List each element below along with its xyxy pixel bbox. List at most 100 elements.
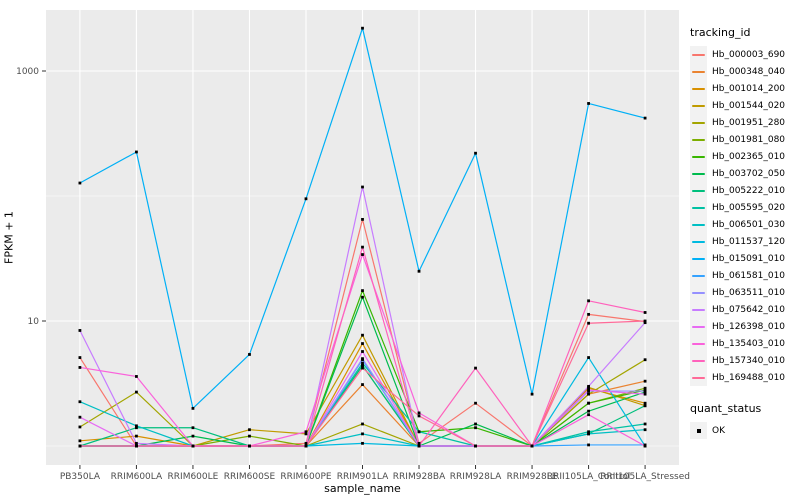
legend-item-label: Hb_061581_010	[712, 270, 786, 281]
legend-item-Hb_005222_010: Hb_005222_010	[690, 182, 798, 199]
data-point	[417, 414, 421, 418]
data-point	[78, 444, 82, 448]
data-point	[361, 350, 364, 353]
legend-line-icon	[692, 291, 705, 294]
legend-key-swatch	[690, 318, 707, 335]
legend-key-swatch	[690, 63, 707, 80]
data-point	[474, 401, 477, 405]
legend-item-label: Hb_001014_200	[712, 83, 786, 94]
legend-key-swatch	[690, 148, 707, 165]
data-point	[643, 404, 647, 408]
data-point	[135, 375, 138, 378]
legend-key-swatch	[690, 199, 707, 216]
data-point	[135, 441, 138, 445]
data-point	[643, 386, 647, 390]
legend-item-Hb_157340_010: Hb_157340_010	[690, 352, 798, 369]
legend-line-icon	[692, 121, 705, 124]
data-point	[78, 400, 82, 404]
legend-item-Hb_001981_080: Hb_001981_080	[690, 131, 798, 148]
data-point	[587, 321, 590, 325]
legend-item-Hb_001951_280: Hb_001951_280	[690, 114, 798, 131]
legend-key-swatch	[690, 114, 707, 131]
data-point	[587, 356, 590, 359]
data-point	[135, 150, 138, 154]
legend-item-Hb_075642_010: Hb_075642_010	[690, 301, 798, 318]
data-point	[191, 434, 195, 438]
legend-key-swatch	[690, 182, 707, 199]
legend-item-Hb_015091_010: Hb_015091_010	[690, 250, 798, 267]
legend-line-icon	[692, 206, 705, 209]
data-point	[417, 444, 421, 448]
data-point	[474, 366, 477, 370]
legend-item-label: Hb_005222_010	[712, 185, 786, 196]
data-point	[643, 401, 647, 405]
legend-item-label: Hb_002365_010	[712, 151, 786, 162]
data-point	[191, 426, 195, 430]
legend-item-Hb_002365_010: Hb_002365_010	[690, 148, 798, 165]
data-point	[417, 269, 421, 273]
legend-quant-block: quant_status OK	[690, 402, 798, 439]
legend-item-Hb_003702_050: Hb_003702_050	[690, 165, 798, 182]
x-tick-label: RRIM901LA	[337, 472, 389, 482]
data-point	[361, 361, 364, 365]
y-tick-label: 10	[28, 317, 40, 327]
legend-item-label: Hb_000348_040	[712, 66, 786, 77]
data-point	[361, 342, 364, 345]
legend-item-Hb_000003_690: Hb_000003_690	[690, 46, 798, 63]
legend-item-label: Hb_001951_280	[712, 117, 786, 128]
legend-key-swatch	[690, 216, 707, 233]
legend-item-label: Hb_075642_010	[712, 304, 786, 315]
data-point	[78, 329, 82, 332]
data-point	[643, 428, 647, 432]
data-point	[361, 245, 364, 249]
legend-key-swatch	[690, 165, 707, 182]
quant-ok-key-swatch	[690, 422, 707, 439]
data-point	[304, 444, 308, 448]
legend: tracking_id Hb_000003_690 Hb_000348_040 Hb…	[690, 26, 798, 439]
legend-line-icon	[692, 53, 705, 56]
data-point	[530, 392, 534, 396]
data-point	[643, 444, 647, 448]
point-marker-icon	[696, 428, 701, 433]
legend-item-label: Hb_000003_690	[712, 49, 786, 60]
legend-item-label: Hb_169488_010	[712, 372, 786, 383]
data-point	[361, 383, 364, 386]
data-point	[361, 295, 364, 299]
legend-line-icon	[692, 274, 705, 277]
data-point	[643, 358, 647, 362]
legend-line-icon	[692, 87, 705, 90]
legend-item-label: Hb_011537_120	[712, 236, 786, 247]
data-point	[78, 425, 82, 429]
data-point	[248, 353, 251, 356]
data-point	[248, 444, 251, 448]
legend-key-swatch	[690, 352, 707, 369]
data-point	[248, 434, 251, 438]
data-point	[587, 299, 590, 303]
data-point	[530, 444, 534, 448]
data-point	[643, 389, 647, 393]
data-point	[361, 333, 364, 337]
data-point	[78, 181, 82, 185]
y-axis-title: FPKM + 1	[2, 211, 16, 264]
legend-line-icon	[692, 223, 705, 226]
legend-items: Hb_000003_690 Hb_000348_040 Hb_001014_200 H…	[690, 46, 798, 386]
data-point	[361, 185, 364, 189]
x-tick-label: RRII105LA_Control	[547, 472, 630, 482]
legend-item-label: Hb_063511_010	[712, 287, 786, 298]
legend-item-label: Hb_015091_010	[712, 253, 786, 264]
data-point	[474, 422, 477, 426]
data-point	[361, 289, 364, 293]
legend-title-quant-status: quant_status	[690, 402, 762, 415]
legend-line-icon	[692, 172, 705, 175]
data-point	[474, 444, 477, 448]
data-point	[248, 428, 251, 432]
data-point	[304, 441, 308, 445]
legend-line-icon	[692, 257, 705, 260]
plot-panel: 1000 10 PB350LA RRIM600LA RRIM600LE RRIM600SE…	[16, 10, 690, 482]
legend-key-swatch	[690, 46, 707, 63]
legend-item-Hb_169488_010: Hb_169488_010	[690, 369, 798, 386]
data-point	[78, 356, 82, 359]
data-point	[135, 424, 138, 428]
legend-item-Hb_001544_020: Hb_001544_020	[690, 97, 798, 114]
data-point	[587, 401, 590, 405]
